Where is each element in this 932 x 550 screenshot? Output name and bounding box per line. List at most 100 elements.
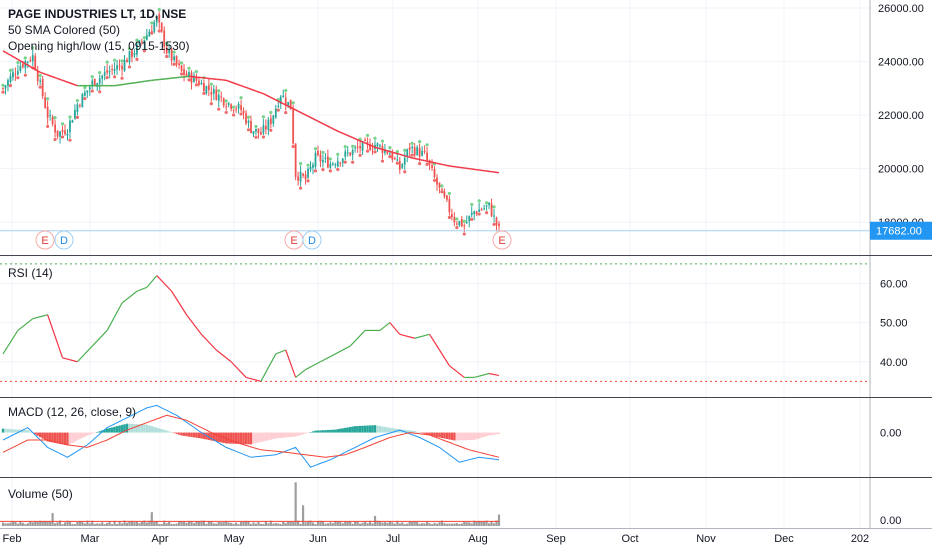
- opening-low-marker: [113, 75, 117, 79]
- macd-histogram-bar: [415, 431, 419, 433]
- volume-title[interactable]: Volume (50): [8, 487, 73, 501]
- candle-body: [490, 203, 493, 217]
- sma-line-segment: [19, 60, 24, 63]
- macd-histogram-bar: [158, 428, 161, 433]
- candle-body: [257, 128, 260, 134]
- rsi-line-segment: [200, 333, 217, 351]
- candle-body: [19, 66, 22, 71]
- macd-histogram-bar: [346, 427, 349, 433]
- opening-low-marker: [135, 57, 139, 61]
- candle-body: [284, 97, 287, 105]
- opening-low-marker: [447, 215, 451, 220]
- volume-bar: [108, 521, 111, 526]
- volume-bar: [34, 521, 37, 526]
- rsi-line-segment: [399, 333, 415, 339]
- candle-body: [460, 218, 463, 227]
- candle-body: [322, 159, 324, 163]
- candle-body: [86, 90, 89, 93]
- opening-low-marker: [179, 72, 184, 76]
- volume-bar: [140, 521, 143, 526]
- symbol-title[interactable]: PAGE INDUSTRIES LT, 1D, NSE: [8, 7, 187, 21]
- candle-body: [51, 117, 54, 124]
- opening-high-marker: [157, 7, 161, 12]
- last-price-label: 17682.00: [876, 226, 922, 238]
- volume-bar: [388, 521, 391, 526]
- opening-high-marker: [16, 60, 20, 65]
- candle-body: [403, 157, 406, 165]
- candle-body: [240, 105, 242, 111]
- opening-high-marker: [46, 97, 50, 101]
- opening-high-marker: [425, 143, 429, 147]
- macd-histogram-bar: [182, 432, 186, 436]
- candle-body: [36, 70, 39, 81]
- opening-low-marker: [120, 76, 124, 80]
- sma-line-segment: [282, 103, 287, 106]
- opening-high-marker: [60, 122, 65, 126]
- macd-histogram-bar: [200, 432, 203, 439]
- volume-bar: [86, 520, 89, 526]
- candle-body: [441, 188, 443, 190]
- volume-bar: [71, 523, 74, 526]
- candle-body: [443, 191, 446, 197]
- candle-body: [396, 159, 399, 161]
- macd-histogram-bar: [398, 429, 401, 433]
- volume-bar: [128, 521, 131, 526]
- volume-bar: [321, 521, 325, 526]
- candle-body: [478, 209, 481, 213]
- candle-body: [59, 131, 61, 137]
- sma-line-segment: [357, 139, 361, 142]
- macd-histogram-bar: [86, 432, 89, 436]
- volume-bar: [376, 520, 379, 526]
- volume-bar: [66, 520, 69, 526]
- opening-high-marker: [224, 99, 228, 103]
- candle-body: [346, 152, 349, 154]
- volume-bar: [274, 523, 277, 526]
- macd-title[interactable]: MACD (12, 26, close, 9): [8, 405, 137, 419]
- sma-line-segment: [275, 99, 279, 102]
- sma-line-segment: [307, 115, 311, 119]
- volume-bar: [363, 521, 367, 526]
- macd-histogram-bar: [167, 431, 171, 433]
- macd-histogram-bar: [257, 432, 260, 443]
- macd-histogram-bar: [306, 432, 310, 434]
- macd-histogram-bar: [242, 432, 245, 445]
- opening-low-marker: [373, 150, 377, 154]
- candle-body: [493, 215, 495, 217]
- time-tick-label: May: [224, 533, 245, 545]
- volume-bar: [19, 521, 22, 526]
- event-marker-label: D: [60, 235, 68, 247]
- rsi-title[interactable]: RSI (14): [8, 266, 53, 280]
- candle-body: [9, 75, 12, 83]
- sma-line-segment: [72, 83, 76, 86]
- volume-bar: [73, 524, 77, 526]
- sma-line-segment: [412, 157, 415, 160]
- macd-histogram-bar: [41, 432, 44, 439]
- macd-histogram-bar: [195, 432, 198, 438]
- time-tick-label: Jul: [386, 533, 400, 545]
- sma-line-segment: [277, 100, 282, 104]
- opening-indicator-label[interactable]: Opening high/low (15, 0915-1530): [8, 39, 190, 53]
- sma-indicator-label[interactable]: 50 SMA Colored (50): [8, 23, 121, 37]
- macd-histogram-bar: [291, 432, 295, 437]
- candle-body: [356, 146, 359, 148]
- sma-line-segment: [240, 84, 244, 88]
- rsi-line-segment: [275, 349, 286, 355]
- sma-line-segment: [49, 75, 53, 78]
- candle-body: [158, 14, 161, 23]
- candle-body: [165, 47, 168, 54]
- volume-bar: [31, 522, 34, 526]
- sma-line-segment: [409, 156, 413, 159]
- volume-bar: [492, 523, 496, 526]
- sma-line-segment: [22, 61, 26, 65]
- sma-line-segment: [29, 65, 34, 69]
- opening-low-marker: [254, 135, 258, 139]
- candle-body: [336, 161, 339, 167]
- volume-bar: [155, 521, 158, 526]
- sma-line-segment: [369, 144, 373, 147]
- candle-body: [247, 120, 250, 123]
- candle-body: [312, 164, 314, 168]
- volume-bar: [160, 524, 163, 526]
- volume-bar: [443, 523, 446, 526]
- sma-line-segment: [17, 58, 21, 62]
- volume-bar: [148, 520, 151, 526]
